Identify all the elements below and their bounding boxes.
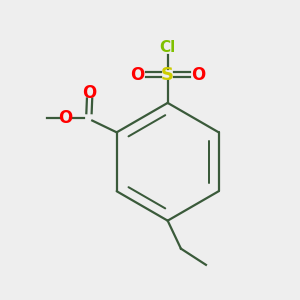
Text: O: O: [130, 66, 145, 84]
Text: O: O: [82, 84, 97, 102]
Text: S: S: [161, 66, 174, 84]
Text: O: O: [191, 66, 205, 84]
Text: O: O: [58, 109, 72, 127]
Text: Cl: Cl: [160, 40, 176, 55]
